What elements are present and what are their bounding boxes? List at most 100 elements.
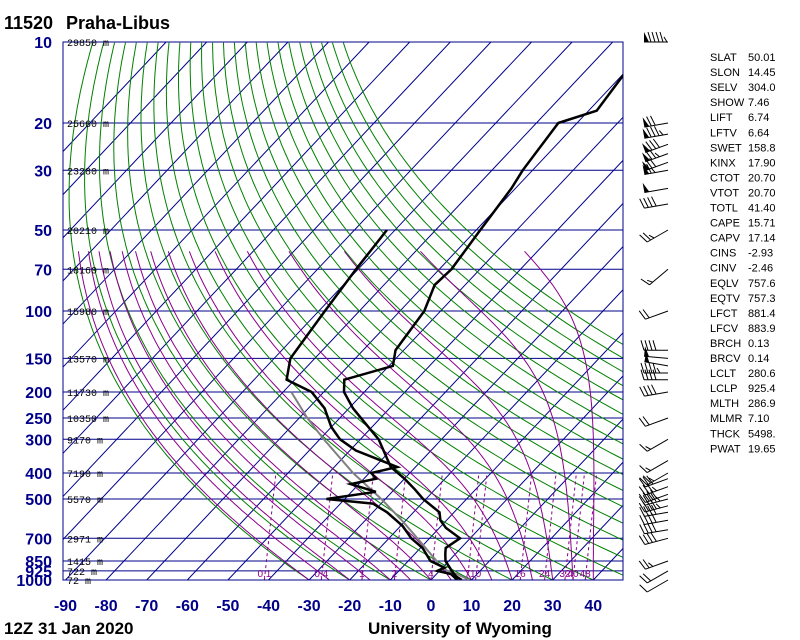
wind-barb: [639, 196, 669, 209]
height-label: 29850 m: [67, 39, 109, 50]
dry-adiabat: [189, 42, 623, 558]
pressure-tick-label: 50: [34, 223, 52, 240]
wind-barb: [639, 472, 669, 486]
wind-barb: [642, 158, 669, 171]
index-value: 7.46: [748, 97, 769, 109]
pressure-tick-label: 70: [34, 262, 52, 279]
index-value: 5498.: [748, 428, 776, 440]
wind-barb: [642, 182, 669, 193]
wind-barbs: [638, 31, 669, 593]
pressure-tick-label: 850: [25, 554, 52, 571]
index-value: 280.6: [748, 368, 776, 380]
dry-adiabats: [68, 42, 623, 580]
mixing-ratio-label: 1: [359, 569, 365, 580]
mixing-ratio-label: 4: [428, 569, 434, 580]
station-name: Praha-Libus: [66, 13, 170, 33]
index-value: 757.6: [748, 278, 776, 290]
height-label: 10350 m: [67, 415, 109, 426]
index-name: LFCT: [710, 308, 738, 320]
isotherm: [63, 42, 492, 498]
wind-barb: [644, 31, 668, 43]
moist-adiabat: [344, 250, 554, 580]
isotherm: [471, 418, 623, 580]
wind-barb: [640, 369, 668, 381]
index-name: LFCV: [710, 323, 739, 335]
index-value: 286.9: [748, 398, 776, 410]
moist-adiabat: [109, 251, 371, 580]
index-value: 17.14: [748, 233, 776, 245]
height-labels: 29850 m 25660 m 23280 m 20210 m 18160 m 15980…: [67, 39, 109, 588]
mixing-ratio-label: 0.1: [257, 569, 271, 580]
moist-adiabat: [150, 251, 432, 580]
wind-barb: [639, 579, 669, 593]
dry-adiabat: [99, 42, 391, 580]
index-value: 883.9: [748, 323, 776, 335]
index-value: 304.0: [748, 82, 776, 94]
wind-barb: [639, 229, 669, 243]
moist-adiabat: [188, 251, 472, 580]
pressure-tick-label: 400: [25, 466, 52, 483]
index-value: 15.71: [748, 218, 776, 230]
index-name: BRCV: [710, 353, 741, 365]
wind-barb: [639, 570, 669, 584]
pressure-tick-label: 500: [25, 492, 52, 509]
index-value: 925.4: [748, 383, 776, 395]
dry-adiabat: [113, 42, 432, 580]
moist-adiabat: [288, 251, 533, 580]
wind-barb: [638, 489, 669, 503]
sounding-profiles: [285, 73, 623, 580]
dry-adiabat: [223, 42, 623, 508]
wind-barb: [638, 416, 669, 427]
moist-adiabat: [420, 250, 574, 580]
index-name: CINV: [710, 263, 737, 275]
temperature-tick-label: -90: [54, 598, 77, 615]
isotherm: [63, 42, 532, 541]
dry-adiabat: [212, 42, 623, 524]
isotherm: [63, 42, 370, 368]
index-name: CAPE: [710, 218, 740, 230]
temperature-tick-label: -10: [379, 598, 402, 615]
temperature-tick-label: 40: [584, 598, 602, 615]
isotherm: [63, 42, 451, 455]
height-label: 13570 m: [67, 355, 109, 366]
index-name: MLMR: [710, 413, 742, 425]
moist-adiabat: [77, 251, 310, 580]
index-name: SLON: [710, 67, 740, 79]
index-name: MLTH: [710, 398, 739, 410]
index-name: SWET: [710, 142, 742, 154]
wind-barb: [642, 126, 669, 139]
moist-adiabat: [524, 250, 595, 580]
pressure-tick-label: 925: [25, 564, 52, 581]
index-name: LCLT: [710, 368, 736, 380]
index-value: 0.14: [748, 353, 769, 365]
temperature-axis: -90 -80 -70 -60 -50 -40 -30 -20 -10 0 10 20 30 40: [54, 598, 602, 615]
moist-adiabat: [98, 251, 351, 580]
dry-adiabat: [68, 42, 310, 580]
temperature-tick-label: 20: [503, 598, 521, 615]
dry-adiabat: [84, 42, 350, 580]
pressure-tick-label: 250: [25, 411, 52, 428]
height-label: 9170 m: [67, 436, 103, 447]
isotherm: [349, 289, 623, 580]
height-label: 20210 m: [67, 227, 109, 238]
temperature-tick-label: 10: [463, 598, 481, 615]
wind-barb: [638, 309, 669, 320]
dry-adiabat: [165, 42, 594, 580]
index-value: 14.45: [748, 67, 776, 79]
moist-adiabat: [135, 251, 411, 580]
temperature-tick-label: -60: [176, 598, 199, 615]
mixing-ratio-label: 48: [580, 569, 592, 580]
temperature-gridlines: [63, 42, 623, 580]
index-value: 881.4: [748, 308, 776, 320]
dry-adiabat: [332, 42, 623, 359]
index-value: 757.3: [748, 293, 776, 305]
mixing-ratio-label: 16: [515, 569, 527, 580]
height-label: 1415 m: [67, 558, 103, 569]
mixing-ratio-label: 2: [392, 569, 398, 580]
wind-barb: [640, 340, 668, 351]
pressure-tick-label: 20: [34, 116, 52, 133]
height-label: 11730 m: [67, 389, 109, 400]
isotherm: [65, 42, 573, 580]
index-value: -2.93: [748, 248, 773, 260]
